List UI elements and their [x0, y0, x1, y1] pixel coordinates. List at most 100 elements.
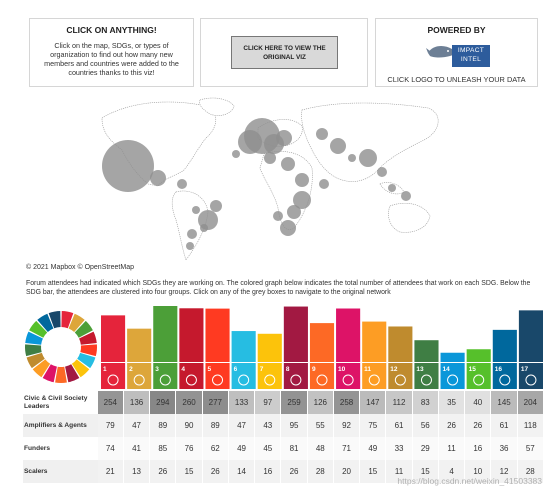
- map-bubble[interactable]: [316, 128, 328, 140]
- table-cell[interactable]: 260: [176, 391, 203, 414]
- map-bubble[interactable]: [280, 220, 296, 236]
- table-cell[interactable]: 26: [465, 414, 492, 437]
- table-cell[interactable]: 277: [202, 391, 229, 414]
- table-cell[interactable]: 16: [465, 437, 492, 460]
- table-cell[interactable]: 79: [97, 414, 124, 437]
- table-cell[interactable]: 204: [517, 391, 544, 414]
- sdg-bar[interactable]: [414, 340, 439, 362]
- table-cell[interactable]: 133: [228, 391, 256, 414]
- table-cell[interactable]: 259: [281, 391, 308, 414]
- table-cell[interactable]: 71: [333, 437, 361, 460]
- map-bubble[interactable]: [200, 224, 208, 232]
- map-bubble[interactable]: [293, 191, 311, 209]
- sdg-bar[interactable]: [205, 308, 230, 362]
- table-cell[interactable]: 62: [202, 437, 229, 460]
- table-cell[interactable]: 74: [97, 437, 124, 460]
- table-cell[interactable]: 95: [281, 414, 308, 437]
- table-cell[interactable]: 45: [255, 437, 282, 460]
- sdg-bar[interactable]: [336, 308, 361, 362]
- table-cell[interactable]: 83: [412, 391, 439, 414]
- sdg-bar[interactable]: [283, 306, 308, 362]
- map-bubble[interactable]: [377, 167, 387, 177]
- table-cell[interactable]: 118: [517, 414, 544, 437]
- sdg-bar[interactable]: [362, 321, 387, 362]
- table-cell[interactable]: 21: [97, 460, 124, 483]
- table-cell[interactable]: 11: [386, 460, 413, 483]
- map-bubble[interactable]: [319, 179, 329, 189]
- table-cell[interactable]: 26: [202, 460, 229, 483]
- table-cell[interactable]: 26: [150, 460, 177, 483]
- table-cell[interactable]: 126: [307, 391, 334, 414]
- map-bubble[interactable]: [359, 149, 377, 167]
- table-cell[interactable]: 28: [517, 460, 544, 483]
- table-cell[interactable]: 48: [307, 437, 334, 460]
- table-cell[interactable]: 47: [228, 414, 256, 437]
- map-bubble[interactable]: [348, 154, 356, 162]
- map-bubble[interactable]: [232, 150, 240, 158]
- map-bubble[interactable]: [264, 152, 276, 164]
- map-bubble[interactable]: [102, 140, 154, 192]
- map-bubble[interactable]: [150, 170, 166, 186]
- table-cell[interactable]: 13: [123, 460, 151, 483]
- table-cell[interactable]: 10: [465, 460, 492, 483]
- sdg-bar[interactable]: [492, 329, 517, 362]
- table-cell[interactable]: 36: [491, 437, 518, 460]
- map-bubble[interactable]: [273, 211, 283, 221]
- map-bubble[interactable]: [276, 130, 292, 146]
- table-cell[interactable]: 49: [360, 437, 387, 460]
- table-cell[interactable]: 56: [412, 414, 439, 437]
- map-bubble[interactable]: [210, 200, 222, 212]
- table-cell[interactable]: 26: [438, 414, 466, 437]
- table-cell[interactable]: 90: [176, 414, 203, 437]
- sdg-bar[interactable]: [257, 333, 282, 362]
- table-cell[interactable]: 26: [281, 460, 308, 483]
- sdg-bar[interactable]: [101, 315, 126, 362]
- sdg-bar[interactable]: [127, 328, 152, 362]
- sdg-bar[interactable]: [309, 323, 335, 362]
- map-bubble[interactable]: [401, 191, 411, 201]
- table-cell[interactable]: 47: [123, 414, 151, 437]
- map-bubble[interactable]: [177, 179, 187, 189]
- map-bubble[interactable]: [192, 206, 200, 214]
- table-cell[interactable]: 75: [360, 414, 387, 437]
- sdg-bar[interactable]: [440, 352, 465, 362]
- table-cell[interactable]: 33: [386, 437, 413, 460]
- table-cell[interactable]: 85: [150, 437, 177, 460]
- table-cell[interactable]: 57: [517, 437, 544, 460]
- table-cell[interactable]: 15: [176, 460, 203, 483]
- table-cell[interactable]: 28: [307, 460, 334, 483]
- table-cell[interactable]: 49: [228, 437, 256, 460]
- table-cell[interactable]: 81: [281, 437, 308, 460]
- table-cell[interactable]: 136: [123, 391, 151, 414]
- table-cell[interactable]: 76: [176, 437, 203, 460]
- table-cell[interactable]: 11: [438, 437, 466, 460]
- table-cell[interactable]: 254: [97, 391, 124, 414]
- table-cell[interactable]: 12: [491, 460, 518, 483]
- sdg-bar[interactable]: [231, 331, 256, 362]
- table-cell[interactable]: 145: [491, 391, 518, 414]
- table-cell[interactable]: 61: [491, 414, 518, 437]
- map-bubble[interactable]: [187, 229, 197, 239]
- table-cell[interactable]: 294: [150, 391, 177, 414]
- table-cell[interactable]: 55: [307, 414, 334, 437]
- sdg-bar[interactable]: [466, 349, 491, 362]
- table-cell[interactable]: 20: [333, 460, 361, 483]
- table-cell[interactable]: 14: [228, 460, 256, 483]
- table-cell[interactable]: 16: [255, 460, 282, 483]
- sdg-bar[interactable]: [153, 306, 178, 362]
- table-cell[interactable]: 4: [438, 460, 466, 483]
- map-bubble[interactable]: [287, 205, 301, 219]
- world-map[interactable]: [88, 88, 478, 268]
- sdg-bar[interactable]: [518, 310, 543, 362]
- table-cell[interactable]: 41: [123, 437, 151, 460]
- table-cell[interactable]: 112: [386, 391, 413, 414]
- table-cell[interactable]: 61: [386, 414, 413, 437]
- impact-intel-logo[interactable]: IMPACT INTEL: [426, 41, 490, 69]
- map-bubble[interactable]: [388, 184, 396, 192]
- map-bubble[interactable]: [295, 173, 309, 187]
- table-cell[interactable]: 43: [255, 414, 282, 437]
- table-cell[interactable]: 92: [333, 414, 361, 437]
- table-cell[interactable]: 15: [412, 460, 439, 483]
- sdg-bar[interactable]: [388, 326, 413, 362]
- view-original-button[interactable]: CLICK HERE TO VIEW THE ORIGINAL VIZ: [231, 36, 338, 69]
